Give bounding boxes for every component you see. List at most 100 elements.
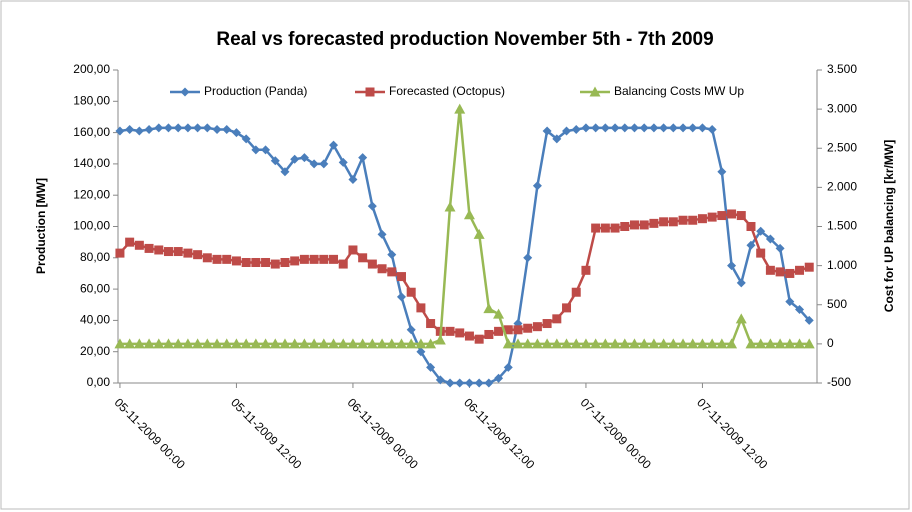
point <box>193 250 203 260</box>
point <box>125 237 135 247</box>
point <box>648 338 660 349</box>
point <box>367 259 377 269</box>
point <box>279 338 291 349</box>
point <box>688 123 698 133</box>
point <box>667 338 679 349</box>
point <box>775 243 785 253</box>
point <box>231 128 241 138</box>
point <box>212 254 222 264</box>
point <box>707 124 717 134</box>
point <box>717 211 727 221</box>
point <box>192 338 204 349</box>
legend-label: Balancing Costs MW Up <box>614 84 744 98</box>
point <box>562 303 572 313</box>
point <box>290 256 300 266</box>
point <box>269 338 281 349</box>
point <box>202 123 212 133</box>
point <box>542 126 552 136</box>
y2-tick-label: 1.000 <box>827 258 857 272</box>
point <box>620 222 630 231</box>
point <box>261 145 271 155</box>
point <box>736 211 746 221</box>
point <box>483 303 495 314</box>
point <box>280 167 290 177</box>
point <box>299 254 309 264</box>
point <box>377 264 387 274</box>
point <box>416 347 426 357</box>
point <box>426 362 436 372</box>
point <box>180 87 190 97</box>
y2-tick-label: 1.500 <box>827 219 857 233</box>
point <box>706 338 718 349</box>
y-tick-label: 40,00 <box>80 313 110 327</box>
point <box>571 287 581 297</box>
point <box>765 265 775 275</box>
point <box>610 223 620 233</box>
point <box>541 338 553 349</box>
point <box>464 331 474 341</box>
point <box>415 338 427 349</box>
point <box>134 126 144 136</box>
point <box>735 313 747 324</box>
y-tick-label: 80,00 <box>80 250 110 264</box>
point <box>687 338 699 349</box>
point <box>716 338 728 349</box>
point <box>143 338 155 349</box>
point <box>387 250 397 260</box>
point <box>328 338 340 349</box>
point <box>358 153 368 163</box>
point <box>406 325 416 335</box>
point <box>804 262 814 272</box>
point <box>144 243 154 253</box>
y2-tick-label: 2.000 <box>827 180 857 194</box>
point <box>230 338 242 349</box>
point <box>765 234 775 244</box>
point <box>435 375 445 385</box>
point <box>610 123 620 133</box>
chart-title: Real vs forecasted production November 5… <box>216 29 713 50</box>
point <box>348 245 358 255</box>
point <box>803 338 815 349</box>
point <box>697 123 707 133</box>
point <box>717 167 727 177</box>
point <box>270 156 280 166</box>
point <box>629 123 639 133</box>
point <box>668 217 678 227</box>
point <box>677 338 689 349</box>
point <box>222 254 232 264</box>
point <box>795 265 805 275</box>
y2-tick-label: 3.000 <box>827 101 857 115</box>
point <box>154 245 164 255</box>
point <box>133 338 145 349</box>
point <box>318 338 330 349</box>
point <box>589 86 601 97</box>
point <box>581 265 591 275</box>
point <box>502 338 514 349</box>
point <box>464 378 474 388</box>
point <box>591 223 601 233</box>
point <box>551 338 563 349</box>
point <box>580 338 592 349</box>
point <box>309 254 319 264</box>
point <box>484 378 494 388</box>
point <box>727 261 737 271</box>
point <box>241 257 251 267</box>
point <box>445 326 455 336</box>
point <box>552 314 562 324</box>
point <box>756 226 766 236</box>
point <box>581 123 591 133</box>
y2-tick-label: 500 <box>827 297 847 311</box>
point <box>193 123 203 133</box>
point <box>727 209 737 219</box>
point <box>183 123 193 133</box>
point <box>494 373 504 383</box>
point <box>115 126 125 136</box>
point <box>659 123 669 133</box>
point <box>250 338 262 349</box>
point <box>804 315 814 325</box>
point <box>357 338 369 349</box>
point <box>590 338 602 349</box>
point <box>755 338 767 349</box>
point <box>649 123 659 133</box>
